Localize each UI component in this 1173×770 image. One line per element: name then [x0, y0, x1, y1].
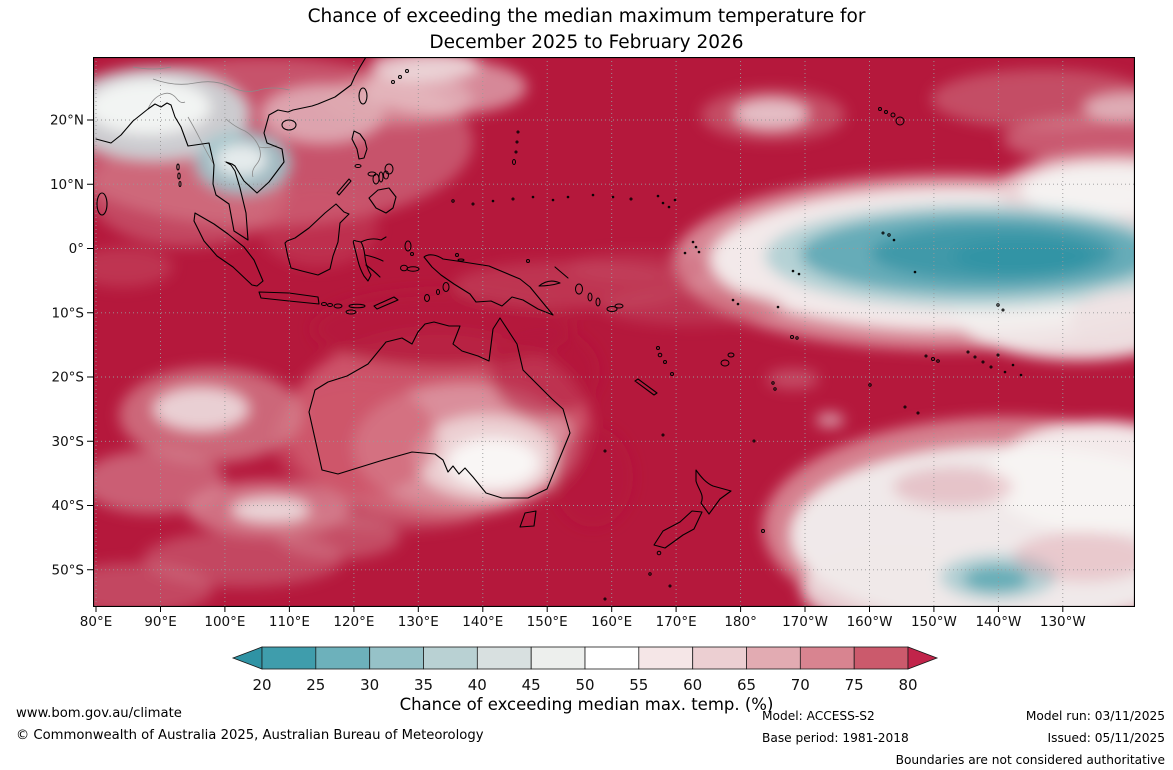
- colorbar-tick: 60: [683, 676, 702, 694]
- colorbar-tick: 65: [737, 676, 756, 694]
- colorbar-tick: 70: [791, 676, 810, 694]
- colorbar-segment: [530, 646, 586, 670]
- lon-label: 150°W: [911, 614, 957, 630]
- base-period: Base period: 1981-2018: [762, 731, 909, 745]
- lat-labels: 20°N 10°N 0° 10°S 20°S 30°S 40°S 50°S: [50, 113, 84, 579]
- colorbar-segment: [638, 646, 694, 670]
- issued-date: Issued: 05/11/2025: [1047, 731, 1165, 745]
- lat-label: 50°S: [52, 562, 85, 578]
- title-line-1: Chance of exceeding the median maximum t…: [307, 6, 866, 27]
- colorbar-tick: 25: [306, 676, 325, 694]
- colorbar-segment: [261, 646, 317, 670]
- coastlines: [95, 57, 732, 549]
- lon-label: 120°E: [333, 614, 374, 630]
- lon-label: 150°E: [527, 614, 568, 630]
- title-line-2: December 2025 to February 2026: [429, 32, 744, 54]
- colorbar-tick: 55: [629, 676, 648, 694]
- footer-left: www.bom.gov.au/climate © Commonwealth of…: [16, 703, 484, 747]
- lat-label: 10°S: [52, 305, 85, 321]
- colorbar-tick: 75: [845, 676, 864, 694]
- lat-label: 20°S: [52, 370, 85, 386]
- lon-tick-marks: [95, 607, 1064, 612]
- colorbar-tick: 50: [575, 676, 594, 694]
- colorbar-segment: [476, 646, 532, 670]
- probability-map: [93, 57, 1135, 607]
- lon-label: 140°W: [975, 614, 1021, 630]
- colorbar-tick: 45: [522, 676, 541, 694]
- copyright-text: © Commonwealth of Australia 2025, Austra…: [16, 728, 484, 743]
- lon-label: 140°E: [462, 614, 503, 630]
- admin-borders: [132, 66, 290, 178]
- colorbar-arrow-low: [231, 646, 263, 670]
- model-run-date: Model run: 03/11/2025: [1025, 709, 1165, 723]
- model-name: Model: ACCESS-S2: [762, 709, 875, 723]
- lon-label: 160°W: [847, 614, 893, 630]
- colorbar-tick: 20: [252, 676, 271, 694]
- footer-model-info: Model: ACCESS-S2 Base period: 1981-2018: [762, 705, 909, 749]
- colorbar-segment: [423, 646, 478, 670]
- lon-label: 110°E: [269, 614, 310, 630]
- bom-url: www.bom.gov.au/climate: [16, 706, 182, 721]
- islands: [176, 69, 1023, 601]
- colorbar-segment: [369, 646, 424, 670]
- colorbar-tick: 40: [468, 676, 487, 694]
- page-title: Chance of exceeding the median maximum t…: [0, 4, 1173, 57]
- colorbar: 20 25 30 35 40 45 50 55 60 65 70 75 80: [231, 646, 939, 694]
- colorbar-segment: [584, 646, 640, 670]
- lat-label: 40°S: [52, 498, 85, 514]
- lon-label: 130°E: [398, 614, 439, 630]
- colorbar-segment: [799, 646, 855, 670]
- colorbar-tick: 80: [898, 676, 917, 694]
- lat-label: 10°N: [50, 177, 84, 193]
- graticule: [93, 57, 1135, 607]
- colorbar-ticks: 20 25 30 35 40 45 50 55 60 65 70 75 80: [252, 676, 917, 694]
- map-border: [93, 57, 1135, 607]
- footer-run-info: Model run: 03/11/2025 Issued: 05/11/2025…: [896, 705, 1165, 770]
- lon-labels: 80°E 90°E 100°E 110°E 120°E 130°E 140°E …: [80, 614, 1086, 630]
- lon-label: 80°E: [80, 614, 112, 630]
- lon-label: 130°W: [1040, 614, 1086, 630]
- lon-label: 90°E: [144, 614, 176, 630]
- lat-label: 30°S: [52, 434, 85, 450]
- colorbar-segment: [692, 646, 748, 670]
- lat-label: 20°N: [50, 113, 84, 129]
- colorbar-label: Chance of exceeding median max. temp. (%…: [399, 695, 774, 714]
- colorbar-tick: 35: [414, 676, 433, 694]
- colorbar-tick: 30: [360, 676, 379, 694]
- lon-label: 180°: [724, 614, 757, 630]
- lon-label: 170°W: [782, 614, 828, 630]
- lon-label: 100°E: [204, 614, 245, 630]
- colorbar-segment: [853, 646, 909, 670]
- colorbar-segment: [315, 646, 371, 670]
- lon-label: 170°E: [656, 614, 697, 630]
- lat-label: 0°: [69, 241, 84, 257]
- boundaries-disclaimer: Boundaries are not considered authoritat…: [895, 753, 1165, 767]
- colorbar-segment: [746, 646, 801, 670]
- colorbar-arrow-high: [907, 646, 939, 670]
- lon-label: 160°E: [591, 614, 632, 630]
